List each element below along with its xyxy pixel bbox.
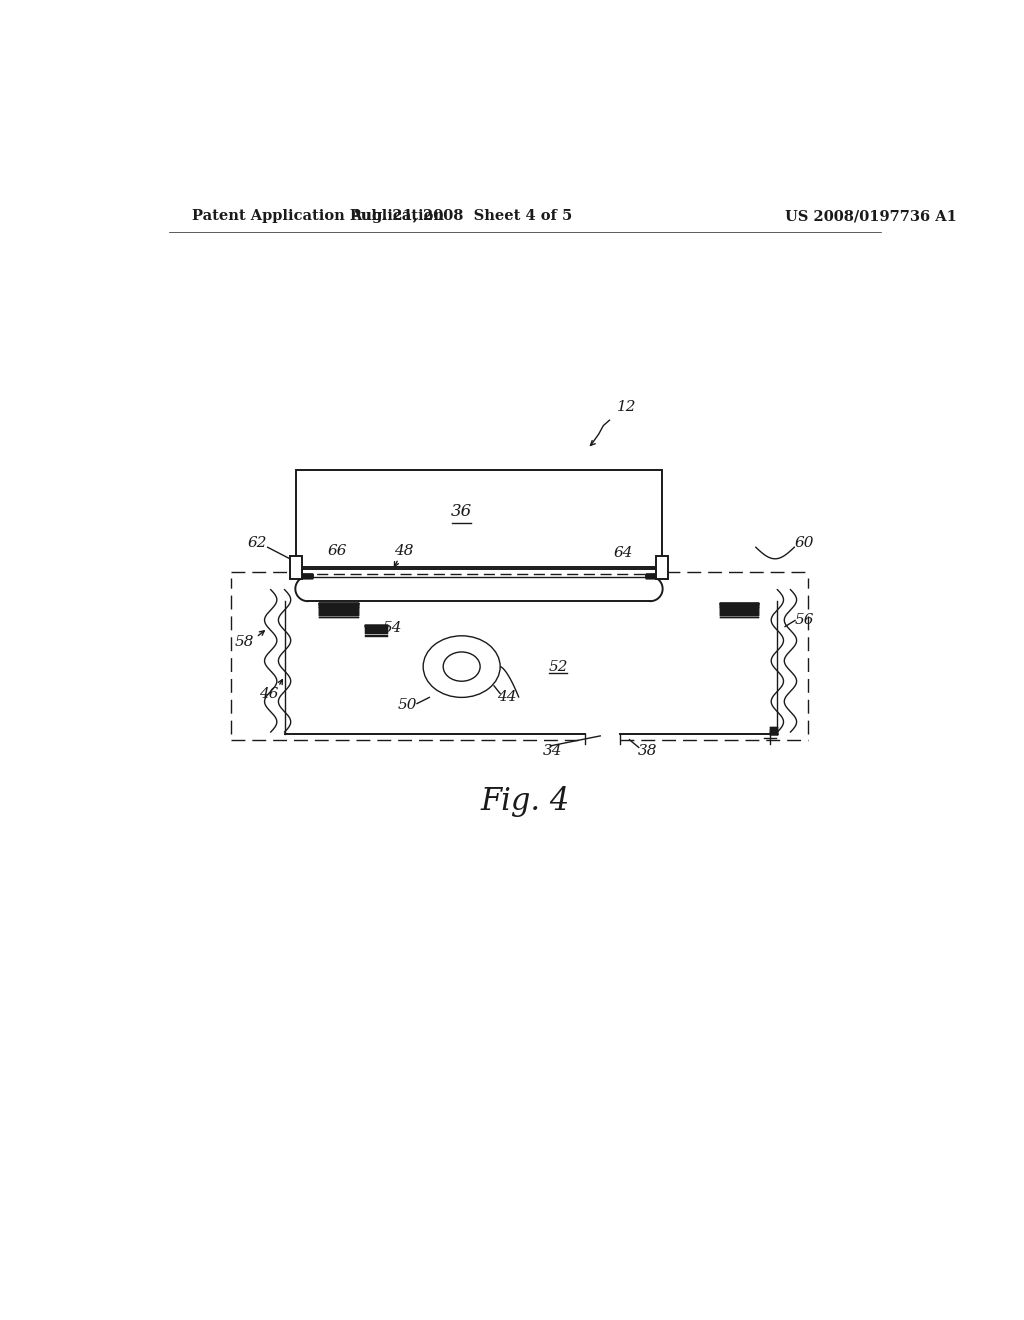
Text: 46: 46 [259,686,279,701]
Text: 52: 52 [548,660,567,673]
Text: 50: 50 [398,698,418,711]
Text: US 2008/0197736 A1: US 2008/0197736 A1 [785,209,957,223]
Text: 54: 54 [383,622,402,635]
Bar [655,556,668,579]
Text: 48: 48 [394,544,414,558]
Ellipse shape [443,652,480,681]
Text: 38: 38 [638,744,657,758]
Text: Fig. 4: Fig. 4 [480,785,569,817]
Text: 36: 36 [451,503,472,520]
Text: Patent Application Publication: Patent Application Publication [193,209,444,223]
Text: Aug. 21, 2008  Sheet 4 of 5: Aug. 21, 2008 Sheet 4 of 5 [350,209,572,223]
Text: 62: 62 [248,536,267,550]
Bar [290,556,302,579]
Text: 58: 58 [234,635,254,649]
Ellipse shape [423,636,500,697]
Text: 66: 66 [328,544,347,558]
Text: 34: 34 [543,744,562,758]
Text: 64: 64 [613,546,633,561]
Text: 44: 44 [497,690,516,705]
Text: 12: 12 [617,400,637,414]
Text: 56: 56 [795,614,814,627]
Text: 60: 60 [795,536,814,550]
Bar [296,470,662,566]
